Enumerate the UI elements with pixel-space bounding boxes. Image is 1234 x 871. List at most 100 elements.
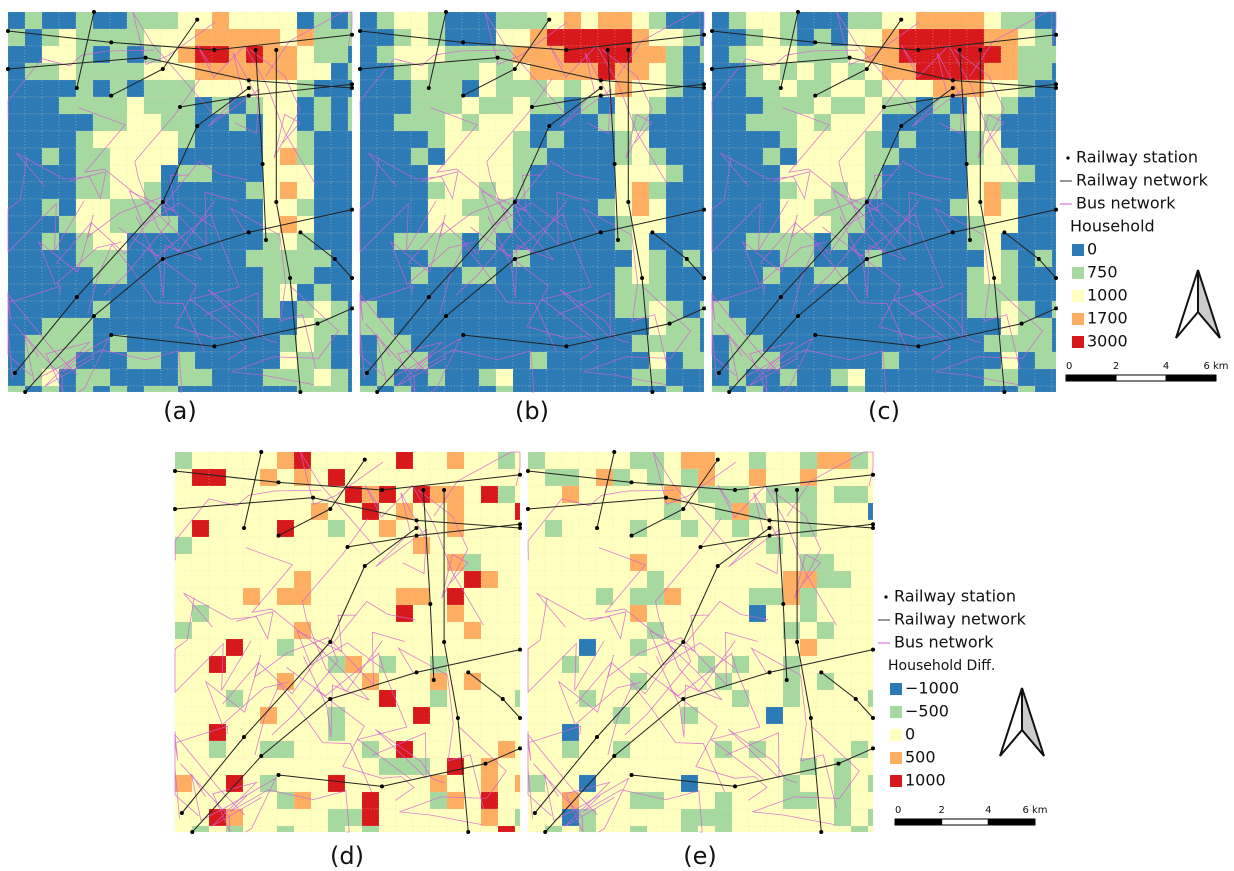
map-cell [666, 216, 683, 233]
map-cell [229, 386, 246, 392]
map-cell [834, 571, 851, 588]
map-cell [464, 605, 481, 622]
railway-station [109, 94, 113, 98]
map-cell [984, 199, 1001, 216]
map-cell [1018, 250, 1035, 267]
map-cell [800, 588, 817, 605]
map-cell [579, 758, 596, 775]
map-cell [598, 165, 615, 182]
map-cell [613, 690, 630, 707]
map-cell [666, 131, 683, 148]
map-cell [93, 182, 110, 199]
map-cell [110, 97, 127, 114]
map-cell [428, 148, 445, 165]
railway-station [277, 773, 281, 777]
map-cell [632, 284, 649, 301]
map-cell [545, 622, 562, 639]
map-cell [933, 352, 950, 369]
map-cell [498, 520, 515, 537]
map-cell [763, 165, 780, 182]
map-cell [328, 775, 345, 792]
map-cell [297, 250, 314, 267]
map-cell [1035, 97, 1052, 114]
railway-station [1054, 82, 1058, 86]
map-cell [76, 114, 93, 131]
map-cell [700, 12, 704, 29]
map-cell [763, 46, 780, 63]
map-cell [464, 486, 481, 503]
map-cell [562, 554, 579, 571]
map-cell [664, 452, 681, 469]
map-cell [1035, 131, 1052, 148]
north-arrow [1176, 270, 1198, 338]
map-cell [715, 571, 732, 588]
railway-station [380, 488, 384, 492]
map-cell [379, 452, 396, 469]
map-cell [834, 605, 851, 622]
map-cell [865, 12, 882, 29]
map-cell [581, 29, 598, 46]
railway-station [796, 10, 800, 14]
railway-station [518, 716, 522, 720]
map-cell [763, 199, 780, 216]
map-cell [579, 554, 596, 571]
map-cell [377, 301, 394, 318]
map-cell [209, 622, 226, 639]
map-cell [297, 267, 314, 284]
map-cell [297, 131, 314, 148]
map-cell [377, 46, 394, 63]
map-cell [649, 12, 666, 29]
map-cell [615, 114, 632, 131]
map-cell [780, 29, 797, 46]
map-cell [763, 352, 780, 369]
map-cell [280, 29, 297, 46]
map-cell [277, 775, 294, 792]
railway-station [461, 40, 465, 44]
map-cell [379, 469, 396, 486]
map-cell [192, 537, 209, 554]
map-cell [294, 571, 311, 588]
map-cell [831, 318, 848, 335]
map-cell [562, 775, 579, 792]
map-cell [260, 469, 277, 486]
map-cell [851, 571, 868, 588]
railway-station [247, 86, 251, 90]
map-cell [681, 452, 698, 469]
railway-station [882, 105, 886, 109]
map-cell [817, 639, 834, 656]
map-cell [1018, 369, 1035, 386]
map-cell [1001, 46, 1018, 63]
map-cell [209, 775, 226, 792]
map-cell [613, 503, 630, 520]
map-cell [800, 826, 817, 832]
map-cell [933, 182, 950, 199]
map-cell [547, 182, 564, 199]
legend-swatch [1072, 244, 1084, 256]
map-cell [260, 639, 277, 656]
map-cell [413, 588, 430, 605]
legend-item: Railway network [1076, 171, 1209, 190]
map-cell [280, 63, 297, 80]
map-cell [144, 148, 161, 165]
map-cell [246, 29, 263, 46]
map-cell [379, 571, 396, 588]
map-cell [498, 724, 515, 741]
map-cell [712, 165, 729, 182]
map-cell [681, 571, 698, 588]
map-cell [579, 571, 596, 588]
map-cell [579, 622, 596, 639]
map-cell [411, 131, 428, 148]
map-cell [698, 792, 715, 809]
scale-bar-segment [942, 819, 989, 825]
map-cell [1052, 250, 1056, 267]
map-cell [683, 301, 700, 318]
map-cell [933, 12, 950, 29]
map-cell [700, 63, 704, 80]
map-cell [683, 182, 700, 199]
map-cell [800, 537, 817, 554]
map-cell [834, 690, 851, 707]
map-cell [732, 656, 749, 673]
map-cell [348, 182, 352, 199]
map-cell [314, 233, 331, 250]
map-cell [596, 588, 613, 605]
